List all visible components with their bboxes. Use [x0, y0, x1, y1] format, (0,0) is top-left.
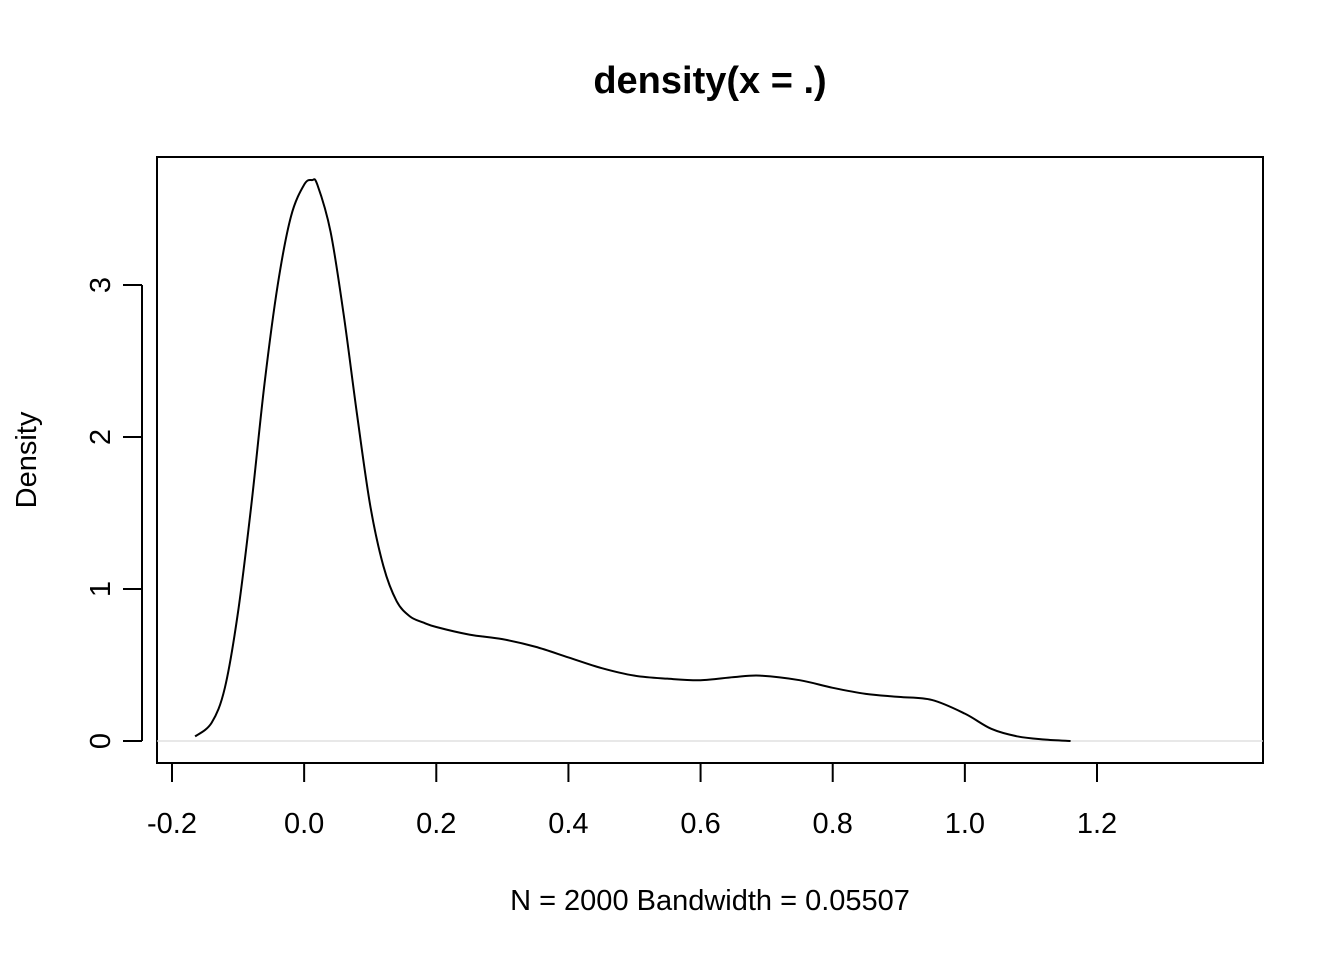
y-axis-tick-label: 1	[85, 581, 117, 597]
chart-title: density(x = .)	[593, 60, 826, 102]
x-axis: -0.2 0.0 0.2 0.4 0.6 0.8 1.0 1.2	[147, 762, 1117, 840]
x-axis-tick-label: 0.8	[813, 808, 853, 840]
density-curve-line	[194, 178, 1071, 742]
y-axis-tick-label: 3	[85, 277, 117, 293]
x-axis-tick-label: 1.0	[945, 808, 985, 840]
y-axis-tick-label: 0	[85, 733, 117, 749]
y-axis-label: Density	[11, 411, 43, 508]
x-axis-tick-label: 0.6	[680, 808, 720, 840]
x-axis-label: N = 2000 Bandwidth = 0.05507	[510, 885, 910, 917]
y-axis-tick-label: 2	[85, 429, 117, 445]
y-axis: 0 1 2 3	[85, 277, 143, 749]
x-axis-tick-label: 1.2	[1077, 808, 1117, 840]
x-axis-tick-label: -0.2	[147, 808, 197, 840]
x-axis-tick-label: 0.0	[284, 808, 324, 840]
x-axis-tick-label: 0.2	[416, 808, 456, 840]
x-axis-tick-label: 0.4	[548, 808, 588, 840]
